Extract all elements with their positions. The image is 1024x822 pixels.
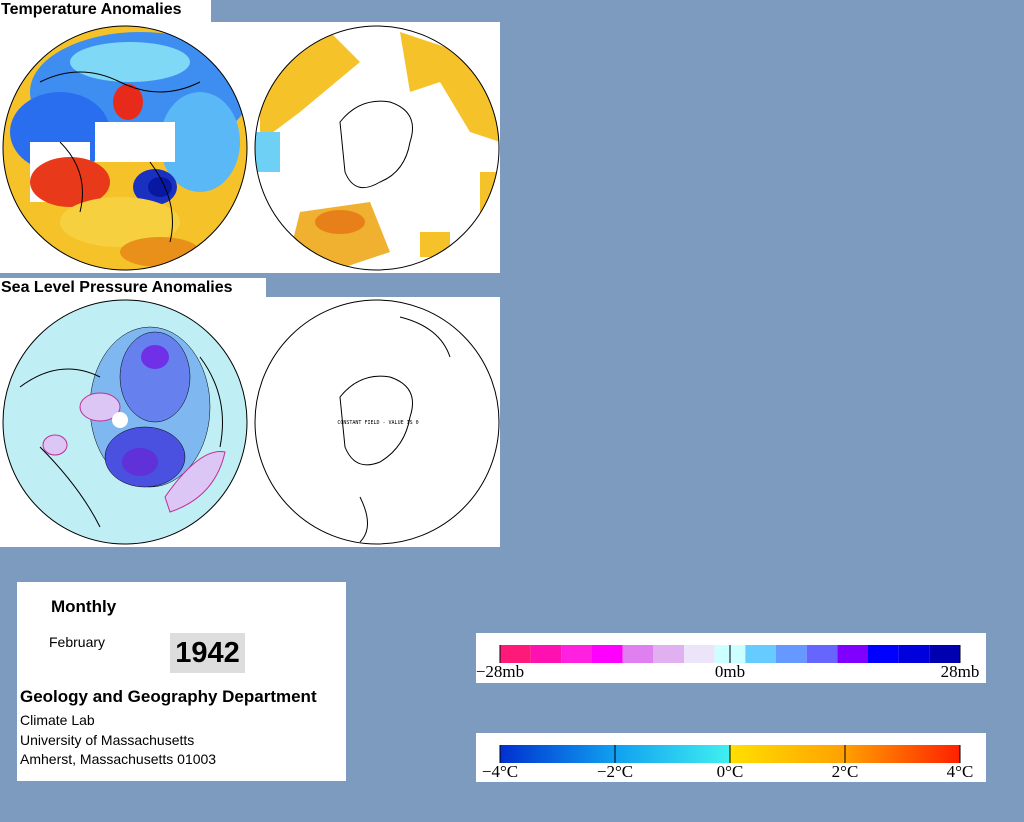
legend-label: −28mb [476,662,524,681]
map-north [3,26,247,270]
color-swatch [806,645,838,663]
legend-label: 4°C [947,762,974,781]
color-swatch [745,645,776,663]
year: 1942 [170,633,245,673]
color-swatch [837,645,868,663]
color-swatch [929,645,960,663]
color-swatch [622,645,654,663]
info-box: Monthly February 1942 Geology and Geogra… [17,582,346,781]
coastline [339,316,451,543]
legend-label: 0°C [717,762,744,781]
color-swatch [561,645,592,663]
legend-label: 0mb [715,662,745,681]
color-swatch [653,645,684,663]
month: February [49,634,106,650]
color-swatch [898,645,930,663]
color-swatch [592,645,623,663]
legend-label: 28mb [941,662,980,681]
panel-title: Sea Level Pressure Anomalies [0,278,266,297]
pressure-maps: CONSTANT FIELD - VALUE IS 0 [0,297,500,547]
color-swatch [500,645,531,663]
legend-label: −4°C [482,762,518,781]
color-swatch [776,645,807,663]
panel-title: Temperature Anomalies [0,0,211,22]
legend-label: −2°C [597,762,633,781]
legend-label: 2°C [832,762,859,781]
map-north [3,300,247,544]
color-swatch [868,645,899,663]
color-swatch [684,645,715,663]
address-line: Amherst, Massachusetts 01003 [20,751,217,767]
period: Monthly [51,597,117,616]
temperature-legend: −4°C −2°C 0°C 2°C 4°C [476,733,986,782]
address-line: University of Massachusetts [20,732,195,748]
color-swatch [530,645,562,663]
temperature-maps [0,22,500,273]
address-line: Climate Lab [20,712,95,728]
department: Geology and Geography Department [20,687,317,706]
pressure-legend: −28mb 0mb 28mb [476,633,986,683]
annotation: CONSTANT FIELD - VALUE IS 0 [337,420,418,426]
